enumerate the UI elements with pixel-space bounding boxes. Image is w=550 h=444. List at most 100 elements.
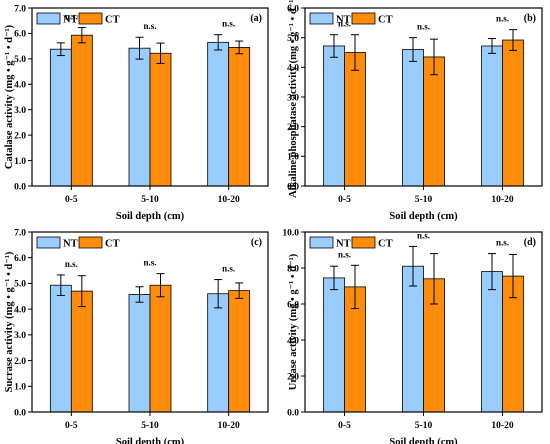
bar-nt: [402, 265, 424, 413]
y-tick-label: 1.0: [14, 157, 26, 167]
legend-label-ct: CT: [378, 239, 393, 250]
y-tick-label: 3.0: [287, 93, 299, 103]
legend-swatch-ct: [78, 236, 103, 249]
significance-label: n.s.: [143, 258, 156, 268]
y-tick-label: 10.0: [282, 228, 299, 238]
y-axis-title: Sucrase activity (mg • g⁻¹ • d⁻¹): [4, 251, 15, 392]
y-axis-title: Alkaline phosphatase activity (mg • g⁻¹ …: [288, 0, 299, 198]
bar-nt: [323, 45, 345, 187]
bar-nt: [49, 48, 72, 187]
bar-nt: [49, 284, 72, 413]
panel-c: 0.0 1.0 2.0 3.0 4.0 5.0 6.0 7.0 n.s. 0-5 n.s. 5-10 n…: [4, 228, 269, 444]
significance-label: n.s.: [65, 259, 78, 269]
x-tick-label: 0-5: [338, 195, 351, 205]
significance-label: n.s.: [496, 238, 509, 248]
y-tick-label: 4.0: [14, 81, 26, 91]
legend: NT CT: [309, 236, 393, 250]
y-tick-label: 5.0: [14, 55, 26, 65]
panel-d: 0.0 2.0 4.0 6.0 8.0 10.0 n.s. 0-5 n.s. 5-10 n.s. 10…: [282, 228, 543, 444]
plot-frame: [31, 7, 269, 187]
x-tick-label: 0-5: [338, 421, 351, 431]
legend: NT CT: [36, 236, 120, 250]
y-axis-title: Catalase activity (mg • g⁻¹ • d⁻¹): [4, 24, 15, 169]
panel-label: (d): [524, 237, 536, 248]
plot-frame: [304, 231, 543, 413]
y-tick-label: 3.0: [14, 331, 26, 341]
y-tick-label: 6.0: [14, 254, 26, 264]
bar-ct: [228, 290, 251, 413]
y-tick-label: 5.0: [14, 280, 26, 290]
significance-label: n.s.: [417, 22, 430, 32]
bar-ct: [149, 284, 172, 413]
y-tick-label: 2.0: [14, 357, 26, 367]
legend: NT CT: [36, 12, 120, 26]
legend: NT CT: [309, 12, 393, 26]
legend-label-ct: CT: [105, 15, 120, 26]
panel-a: 0.0 1.0 2.0 3.0 4.0 5.0 6.0 7.0 n.s. 0-5 n.s. 5-10 n…: [4, 4, 269, 222]
x-tick-label: 10-20: [218, 195, 240, 205]
plot-frame: [31, 231, 269, 413]
legend-label-nt: NT: [63, 239, 78, 250]
legend-swatch-ct: [351, 236, 376, 249]
x-tick-label: 5-10: [141, 421, 159, 431]
legend-label-nt: NT: [336, 239, 351, 250]
y-tick-label: 7.0: [14, 228, 26, 238]
y-tick-label: 0.0: [14, 408, 26, 418]
bar-ct: [228, 47, 251, 187]
x-tick-label: 5-10: [415, 195, 433, 205]
bar-ct: [70, 34, 93, 187]
bar-nt: [323, 277, 345, 413]
legend-swatch-ct: [351, 12, 376, 25]
panel-label: (c): [251, 237, 262, 248]
x-axis-title: Soil depth (cm): [116, 211, 185, 222]
bar-ct: [70, 290, 93, 413]
y-axis-title: Urease activity (mg • g⁻¹ • d⁻¹): [288, 253, 299, 390]
bar-ct: [149, 52, 172, 187]
significance-label: n.s.: [338, 19, 351, 29]
bar-nt: [128, 294, 151, 413]
x-tick-label: 10-20: [218, 421, 240, 431]
x-tick-label: 10-20: [491, 421, 513, 431]
bar-ct: [344, 52, 366, 187]
significance-label: n.s.: [338, 249, 351, 259]
y-tick-label: 4.0: [287, 64, 299, 74]
bar-nt: [207, 293, 230, 413]
y-tick-label: 5.0: [287, 34, 299, 44]
y-tick-label: 0.0: [287, 408, 299, 418]
y-tick-label: 0.0: [14, 182, 26, 192]
bar-nt: [402, 49, 424, 187]
y-tick-label: 1.0: [287, 153, 299, 163]
x-axis-title: Soil depth (cm): [389, 437, 458, 444]
bar-nt: [481, 271, 503, 413]
x-tick-label: 5-10: [415, 421, 433, 431]
y-tick-label: 2.0: [287, 372, 299, 382]
panel-b: 0.0 1.0 2.0 3.0 4.0 5.0 6.0 n.s. 0-5 n.s. 5-10 n.s.…: [287, 0, 543, 222]
y-tick-label: 4.0: [14, 305, 26, 315]
legend-label-ct: CT: [105, 239, 120, 250]
y-tick-label: 7.0: [14, 4, 26, 14]
legend-swatch-nt: [36, 236, 61, 249]
significance-label: n.s.: [65, 12, 78, 22]
bar-nt: [481, 45, 503, 187]
x-tick-label: 10-20: [491, 195, 513, 205]
y-tick-label: 0.0: [287, 182, 299, 192]
x-tick-label: 0-5: [65, 421, 78, 431]
significance-label: n.s.: [222, 19, 235, 29]
legend-label-nt: NT: [63, 15, 78, 26]
y-tick-label: 6.0: [14, 30, 26, 40]
bar-nt: [128, 47, 151, 187]
y-tick-label: 3.0: [14, 106, 26, 116]
legend-swatch-nt: [309, 12, 334, 25]
y-tick-label: 6.0: [287, 4, 299, 14]
y-tick-label: 6.0: [287, 300, 299, 310]
panel-label: (a): [250, 13, 262, 24]
legend-swatch-nt: [36, 12, 61, 25]
legend-swatch-nt: [309, 236, 334, 249]
y-tick-label: 8.0: [287, 264, 299, 274]
x-tick-label: 5-10: [141, 195, 159, 205]
legend-label-nt: NT: [336, 15, 351, 26]
plot-frame: [304, 7, 543, 187]
bar-nt: [207, 41, 230, 187]
y-tick-label: 2.0: [287, 123, 299, 133]
